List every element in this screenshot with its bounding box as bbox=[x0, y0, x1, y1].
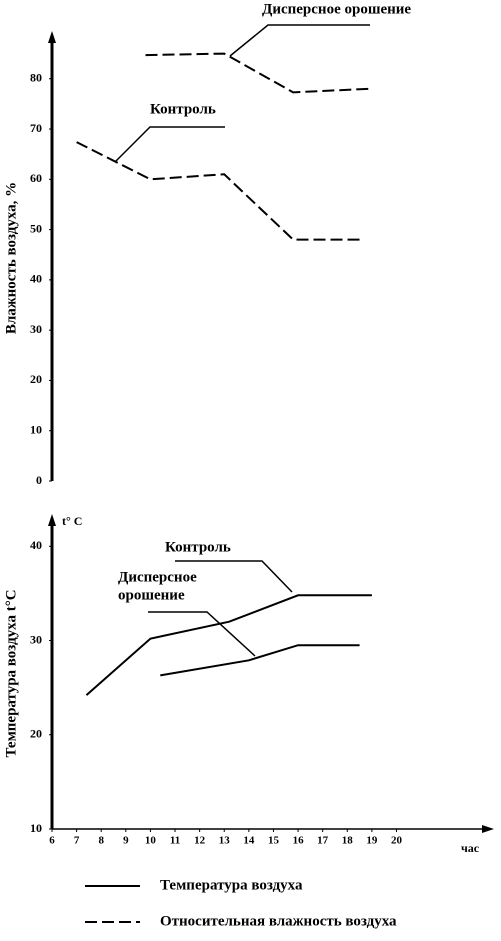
y-tick-label: 0 bbox=[36, 473, 42, 487]
x-tick-label: 8 bbox=[98, 835, 104, 847]
series-label: Дисперсное bbox=[118, 569, 197, 585]
y-axis-arrow bbox=[48, 31, 56, 43]
y-tick-label: 40 bbox=[30, 538, 42, 552]
x-tick-label: 11 bbox=[170, 835, 180, 847]
legend-label: Температура воздуха bbox=[160, 877, 303, 893]
leader-line bbox=[175, 560, 293, 593]
y-tick-label: 30 bbox=[30, 632, 42, 646]
y-tick-label: 80 bbox=[30, 70, 42, 84]
y-axis-label: Влажность воздуха, % bbox=[3, 182, 19, 334]
x-tick-label: 9 bbox=[123, 835, 129, 847]
series-line bbox=[145, 52, 370, 94]
leader-line bbox=[229, 24, 370, 57]
series-line bbox=[76, 141, 363, 241]
x-tick-label: 10 bbox=[145, 835, 157, 847]
legend-label: Относительная влажность воздуха bbox=[160, 913, 397, 929]
x-tick-label: 17 bbox=[317, 835, 329, 847]
series-label: Дисперсное орошение bbox=[262, 1, 411, 17]
x-axis-arrow bbox=[482, 825, 494, 833]
x-axis-label: час bbox=[461, 841, 480, 855]
x-tick-label: 16 bbox=[293, 835, 305, 847]
y-tick-label: 10 bbox=[30, 821, 42, 835]
x-tick-label: 12 bbox=[194, 835, 206, 847]
x-tick-label: 20 bbox=[391, 835, 403, 847]
y-tick-label: 50 bbox=[30, 221, 42, 235]
y-tick-label: 70 bbox=[30, 121, 42, 135]
y-tick-label: 20 bbox=[30, 372, 42, 386]
series-line bbox=[160, 644, 360, 677]
y-tick-label: 60 bbox=[30, 171, 42, 185]
x-tick-label: 18 bbox=[342, 835, 354, 847]
y-tick-label: 20 bbox=[30, 727, 42, 741]
x-tick-label: 7 bbox=[74, 835, 80, 847]
x-tick-label: 6 bbox=[49, 835, 55, 847]
x-tick-label: 15 bbox=[268, 835, 280, 847]
leader-line bbox=[114, 126, 225, 163]
y-tick-label: 40 bbox=[30, 272, 42, 286]
leader-line bbox=[148, 611, 256, 657]
series-label: орошение bbox=[118, 587, 185, 603]
y-tick-label: 10 bbox=[30, 422, 42, 436]
y-tick-label: 30 bbox=[30, 322, 42, 336]
y-axis-label: Температура воздуха t°C bbox=[3, 589, 19, 757]
x-tick-label: 13 bbox=[219, 835, 231, 847]
series-label: Контроль bbox=[150, 101, 216, 117]
x-tick-label: 14 bbox=[243, 835, 255, 847]
series-line bbox=[85, 594, 372, 696]
y-axis-arrow bbox=[48, 514, 56, 526]
x-tick-label: 19 bbox=[366, 835, 378, 847]
y-unit: t° C bbox=[62, 514, 82, 528]
series-label: Контроль bbox=[165, 539, 231, 555]
